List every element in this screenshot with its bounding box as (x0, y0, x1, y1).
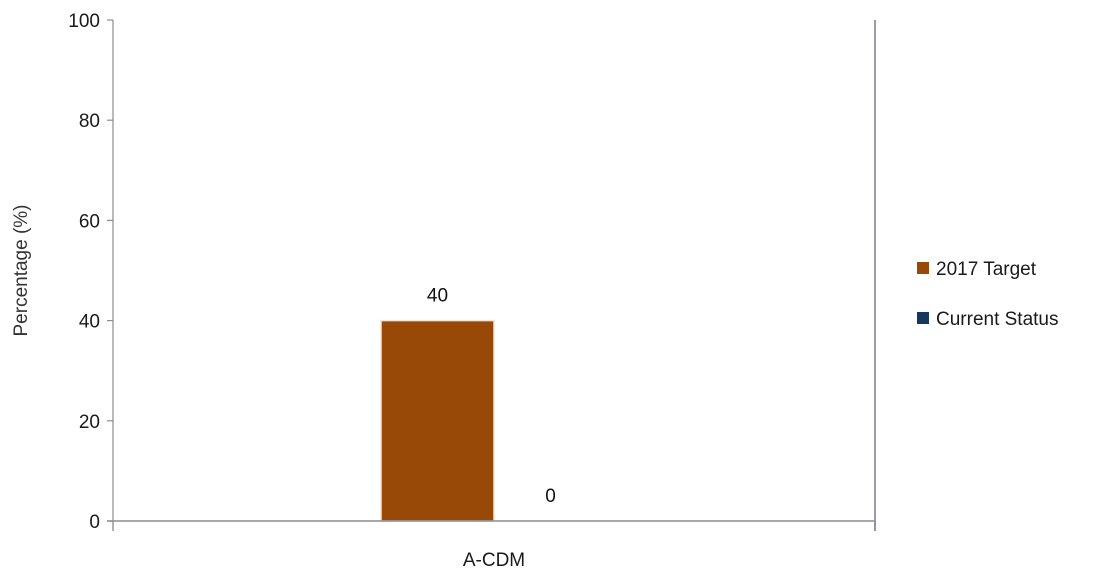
y-tick-label: 40 (79, 312, 100, 333)
legend-label: 2017 Target (936, 259, 1037, 280)
y-axis-ticks: 0 20 40 60 80 100 (68, 11, 113, 533)
y-tick-label: 100 (68, 11, 100, 32)
data-labels: 40 0 (427, 286, 556, 507)
data-label: 0 (545, 486, 556, 507)
legend-swatch (917, 312, 929, 324)
bars (380, 319, 495, 522)
legend-swatch (917, 262, 929, 274)
x-tick-label: A-CDM (463, 550, 525, 571)
y-axis-title: Percentage (%) (11, 204, 32, 336)
y-tick-label: 80 (79, 111, 100, 132)
data-label: 40 (427, 286, 448, 307)
y-tick-label: 0 (89, 512, 100, 533)
legend-label: Current Status (936, 309, 1059, 330)
x-axis-ticks: A-CDM (112, 521, 876, 571)
y-tick-label: 60 (79, 211, 100, 232)
axes (107, 20, 876, 531)
legend: 2017 Target Current Status (917, 259, 1059, 330)
y-tick-label: 20 (79, 412, 100, 433)
bar-2017-target (380, 319, 495, 522)
